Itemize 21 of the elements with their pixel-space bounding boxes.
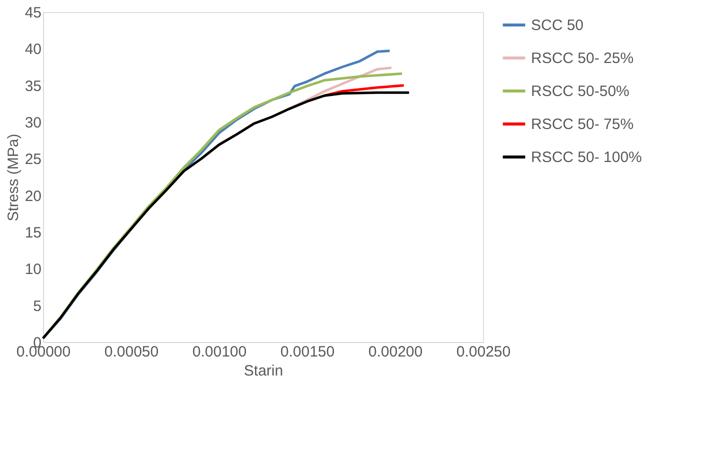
x-tick-label: 0.00050 [104, 344, 159, 360]
legend-label: RSCC 50- 100% [531, 149, 642, 166]
legend-label: RSCC 50- 75% [531, 116, 634, 133]
x-axis-title: Starin [244, 362, 284, 380]
x-tick-label: 0.00100 [192, 344, 247, 360]
y-tick-label: 40 [24, 41, 42, 58]
x-tick-label: 0.00200 [368, 344, 423, 360]
x-tick-label: 0.00150 [280, 344, 335, 360]
x-tick-label: 0.00250 [456, 344, 511, 360]
legend-label: RSCC 50-50% [531, 83, 630, 100]
y-tick-label: 5 [33, 298, 42, 315]
y-tick-label: 10 [24, 261, 42, 278]
y-tick-label: 45 [24, 4, 42, 22]
y-tick-label: 35 [24, 78, 42, 95]
y-tick-label: 30 [24, 114, 42, 132]
legend-label: SCC 50 [531, 17, 584, 34]
y-tick-label: 15 [24, 224, 42, 242]
y-tick-label: 20 [24, 188, 42, 205]
legend-label: RSCC 50- 25% [531, 50, 634, 67]
y-axis-title: Stress (MPa) [4, 134, 22, 222]
y-tick-label: 25 [24, 151, 42, 168]
